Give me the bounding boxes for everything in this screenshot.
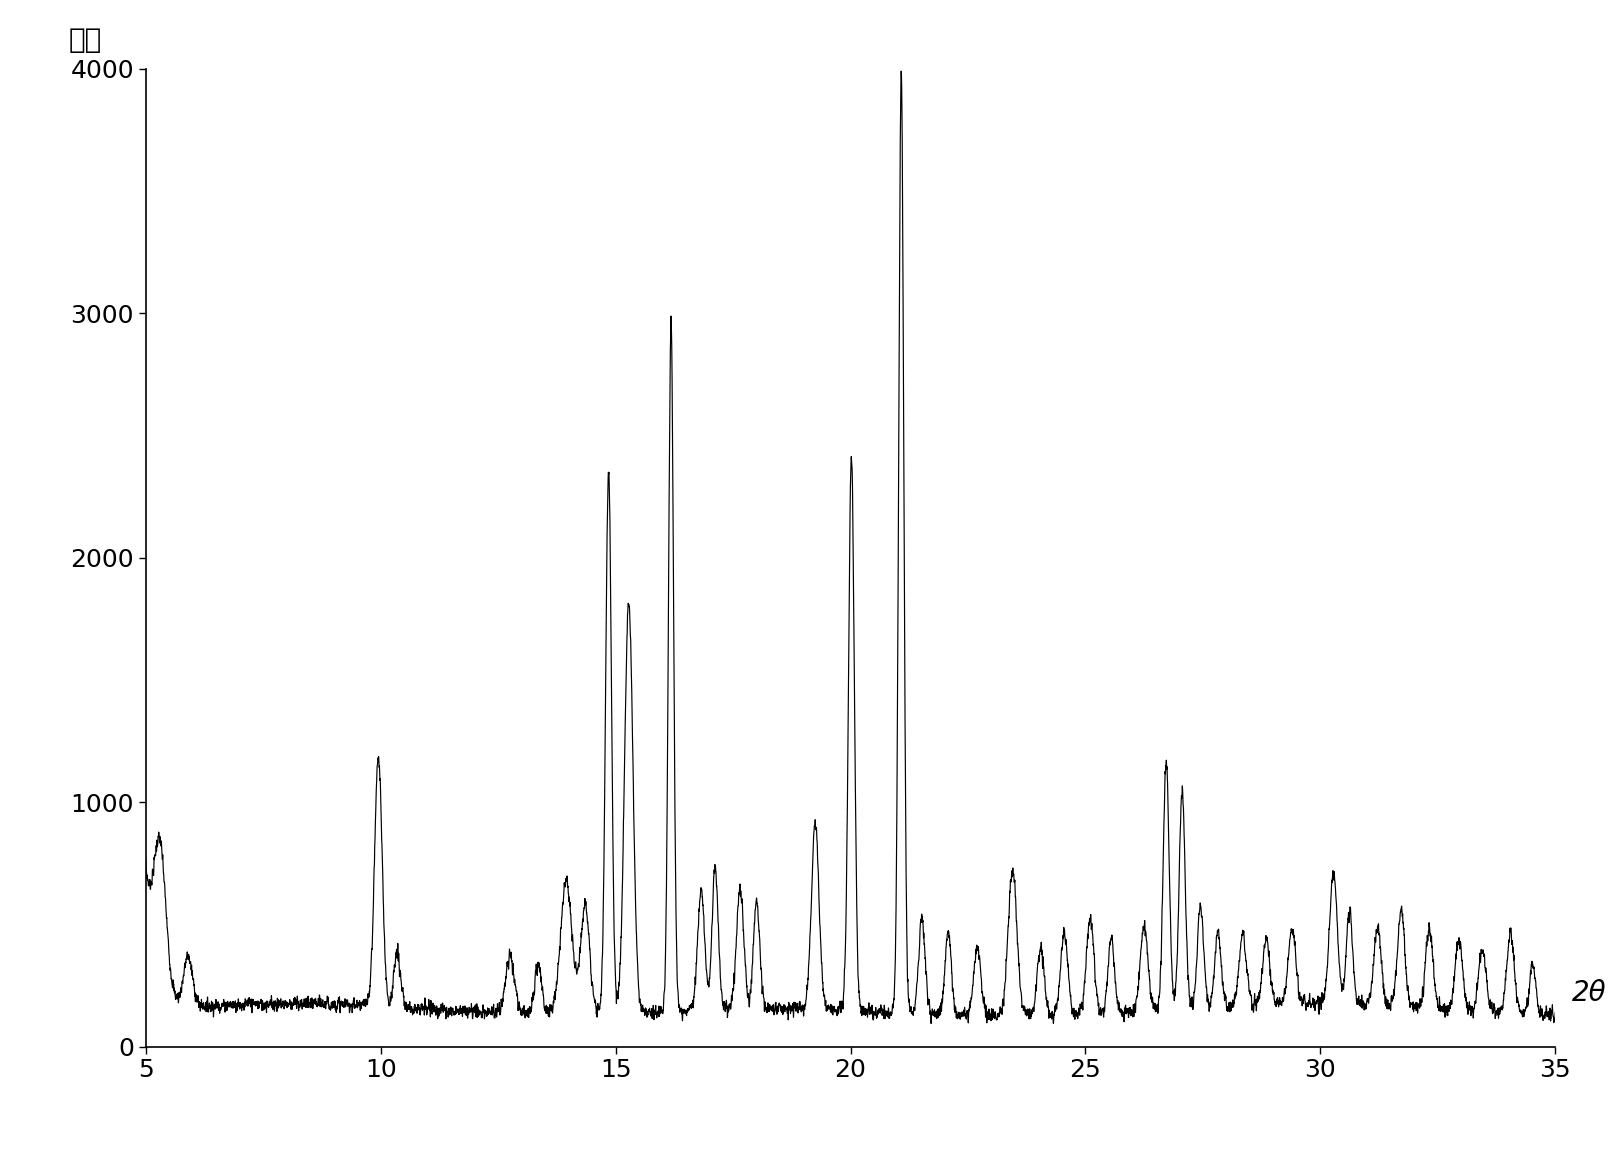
Text: 2θ: 2θ	[1571, 979, 1607, 1006]
Text: 计数: 计数	[68, 26, 102, 54]
